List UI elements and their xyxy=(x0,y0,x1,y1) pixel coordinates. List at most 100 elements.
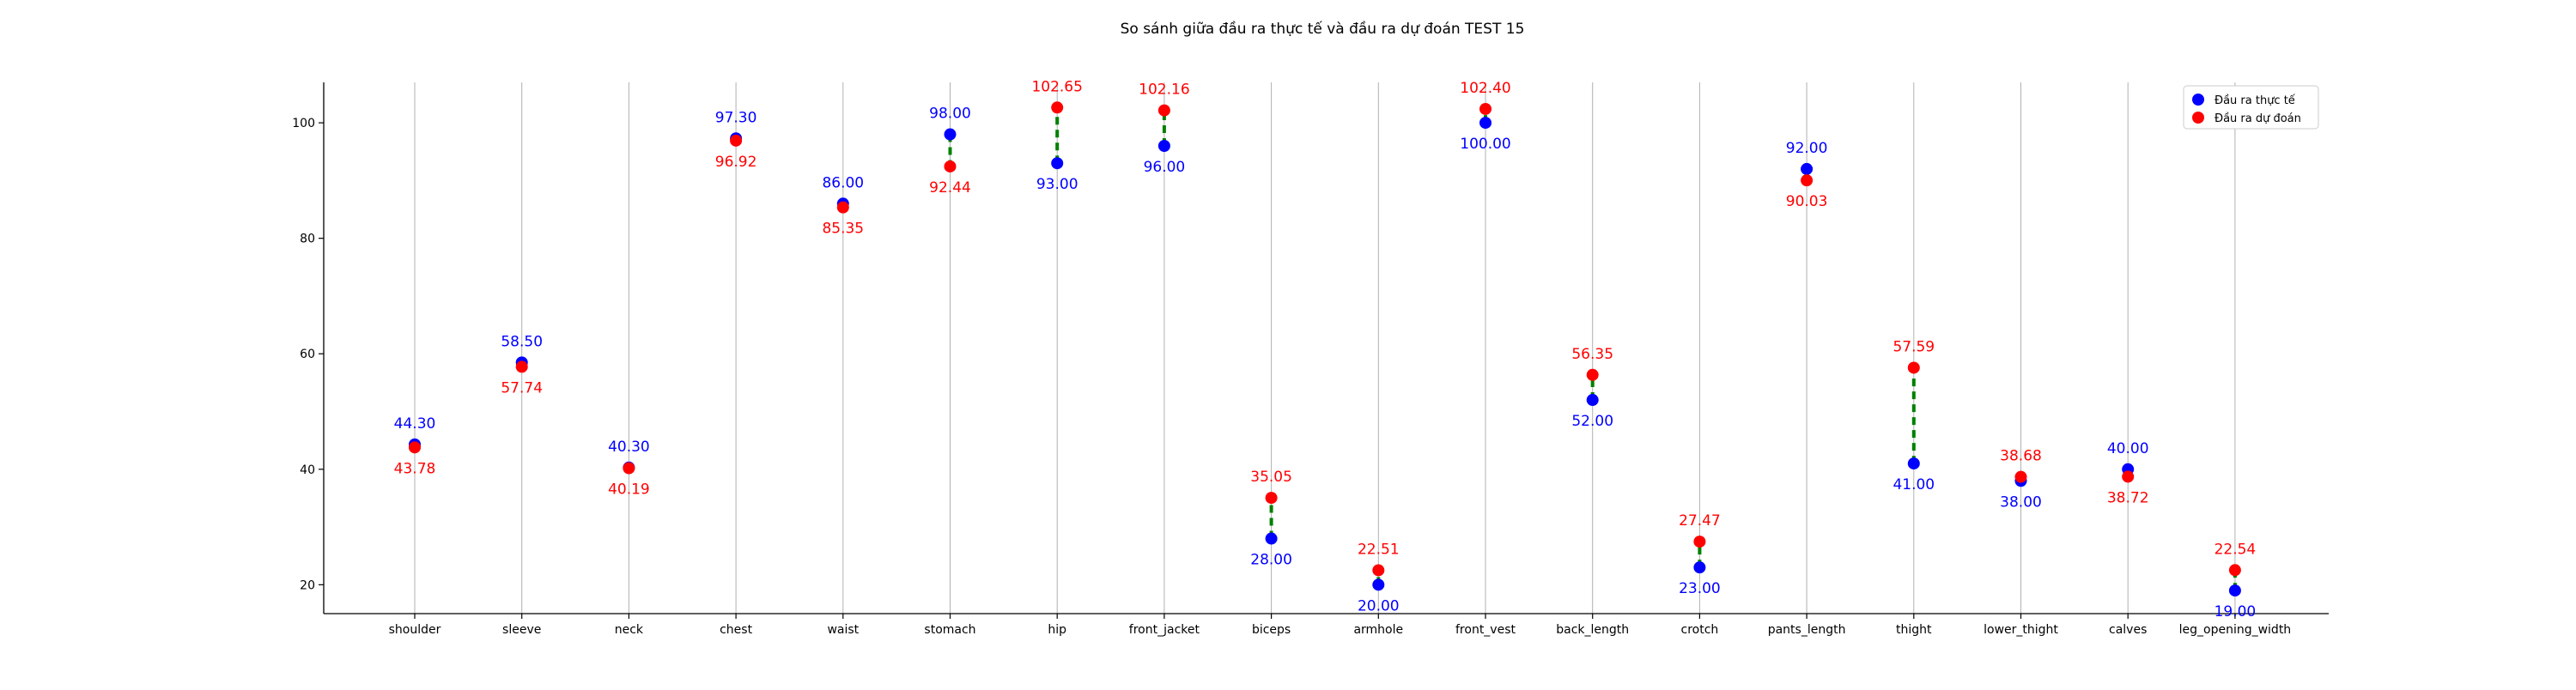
x-tick-label: sleeve xyxy=(502,623,541,637)
actual-value-label: 19.00 xyxy=(2215,603,2257,620)
actual-point xyxy=(1372,578,1385,591)
x-tick-label: thight xyxy=(1896,623,1932,637)
actual-value-label: 23.00 xyxy=(1679,580,1721,597)
predicted-value-label: 38.68 xyxy=(2000,448,2042,465)
predicted-point xyxy=(515,360,528,373)
actual-value-label: 41.00 xyxy=(1893,476,1935,493)
chart-title: So sánh giữa đầu ra thực tế và đầu ra dự… xyxy=(1121,20,1525,38)
x-tick-label: pants_length xyxy=(1768,623,1846,637)
predicted-point xyxy=(2122,470,2135,483)
x-tick-label: leg_opening_width xyxy=(2179,623,2292,637)
predicted-point xyxy=(2228,564,2241,577)
actual-point xyxy=(1265,532,1278,545)
predicted-point xyxy=(836,201,849,214)
predicted-value-label: 27.47 xyxy=(1679,512,1721,530)
actual-point xyxy=(1907,457,1920,470)
predicted-value-label: 102.40 xyxy=(1460,80,1510,97)
x-tick-label: back_length xyxy=(1556,623,1629,637)
predicted-point xyxy=(1586,368,1599,381)
predicted-value-label: 38.72 xyxy=(2107,489,2149,506)
y-tick-label: 80 xyxy=(300,233,315,246)
actual-value-label: 97.30 xyxy=(715,109,757,126)
actual-value-label: 40.30 xyxy=(608,439,650,456)
label-layer: 44.30 43.78 58.50 57.74 40.30 40.19 97.30 96.92… xyxy=(394,78,2257,620)
predicted-point xyxy=(623,462,635,475)
predicted-value-label: 35.05 xyxy=(1250,469,1292,486)
x-tick-label: lower_thight xyxy=(1984,623,2058,637)
x-tick-label: biceps xyxy=(1252,623,1291,637)
legend-actual-label: Đầu ra thực tế xyxy=(2215,94,2295,107)
predicted-point xyxy=(2014,470,2027,483)
x-tick-label: crotch xyxy=(1681,623,1719,637)
actual-point xyxy=(2228,584,2241,597)
actual-point xyxy=(1479,117,1492,130)
actual-point xyxy=(1051,157,1064,170)
axes-layer: shoulder sleeve neck chest waist stomach hip fr… xyxy=(292,82,2329,637)
predicted-value-label: 102.16 xyxy=(1139,82,1189,99)
x-tick-label: chest xyxy=(720,623,752,637)
predicted-point xyxy=(1479,102,1492,115)
predicted-point xyxy=(1693,536,1706,548)
actual-value-label: 86.00 xyxy=(822,174,864,191)
predicted-value-label: 57.59 xyxy=(1893,338,1935,355)
legend-predicted-marker xyxy=(2192,112,2204,124)
predicted-value-label: 92.44 xyxy=(929,179,971,197)
actual-value-label: 20.00 xyxy=(1358,597,1400,614)
actual-value-label: 40.00 xyxy=(2107,440,2149,457)
actual-point xyxy=(1157,140,1170,153)
actual-value-label: 38.00 xyxy=(2000,493,2042,511)
predicted-point xyxy=(1372,564,1385,577)
y-tick-label: 100 xyxy=(292,117,315,130)
actual-point xyxy=(1586,394,1599,407)
grid-layer xyxy=(414,82,2236,614)
y-tick-label: 60 xyxy=(300,348,315,361)
actual-value-label: 92.00 xyxy=(1786,140,1828,157)
predicted-point xyxy=(944,160,957,172)
x-tick-label: shoulder xyxy=(389,623,441,637)
predicted-value-label: 85.35 xyxy=(822,221,864,238)
x-tick-label: stomach xyxy=(924,623,975,637)
predicted-point xyxy=(1265,492,1278,505)
actual-point xyxy=(1801,162,1814,175)
predicted-point xyxy=(1051,101,1064,114)
predicted-value-label: 22.51 xyxy=(1358,541,1400,558)
actual-value-label: 52.00 xyxy=(1571,413,1613,430)
predicted-value-label: 22.54 xyxy=(2215,541,2257,558)
legend-box xyxy=(2183,85,2319,130)
predicted-point xyxy=(409,441,421,454)
x-tick-label: front_vest xyxy=(1455,623,1516,637)
predicted-value-label: 40.19 xyxy=(608,481,650,499)
predicted-point xyxy=(1157,104,1170,117)
actual-point xyxy=(944,128,957,141)
predicted-value-label: 102.65 xyxy=(1031,78,1082,95)
y-tick-label: 40 xyxy=(300,463,315,477)
actual-value-label: 100.00 xyxy=(1460,136,1510,153)
predicted-value-label: 96.92 xyxy=(715,154,757,171)
x-tick-label: armhole xyxy=(1353,623,1403,637)
actual-value-label: 96.00 xyxy=(1144,159,1186,176)
x-tick-label: waist xyxy=(827,623,859,637)
legend-predicted-label: Đầu ra dự đoán xyxy=(2215,112,2301,125)
actual-value-label: 98.00 xyxy=(929,106,971,123)
predicted-value-label: 57.74 xyxy=(501,379,543,396)
actual-point xyxy=(1693,561,1706,574)
legend: Đầu ra thực tế Đầu ra dự đoán xyxy=(2183,85,2319,130)
marker-layer xyxy=(409,101,2241,597)
legend-actual-marker xyxy=(2192,94,2204,106)
x-tick-label: hip xyxy=(1048,623,1066,637)
y-tick-label: 20 xyxy=(300,578,315,592)
actual-value-label: 93.00 xyxy=(1036,176,1078,193)
predicted-value-label: 43.78 xyxy=(394,460,436,477)
predicted-point xyxy=(1907,361,1920,374)
actual-value-label: 58.50 xyxy=(501,333,543,350)
actual-value-label: 28.00 xyxy=(1250,552,1292,569)
x-tick-label: calves xyxy=(2109,623,2147,637)
x-tick-label: front_jacket xyxy=(1129,623,1200,637)
predicted-point xyxy=(1801,174,1814,187)
connector-layer xyxy=(413,107,2237,591)
predicted-value-label: 56.35 xyxy=(1571,346,1613,363)
predicted-point xyxy=(730,134,743,147)
actual-value-label: 44.30 xyxy=(394,415,436,433)
